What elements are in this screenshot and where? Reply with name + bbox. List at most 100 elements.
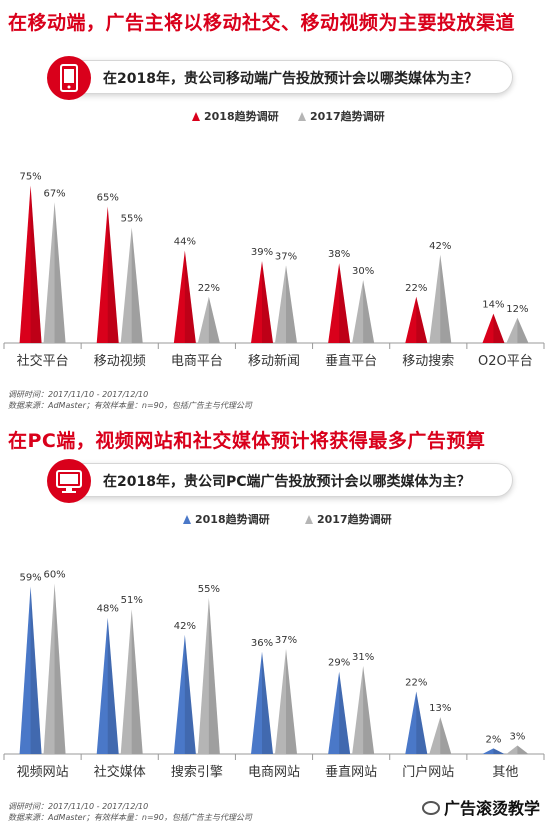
mobile-category-label: O2O平台 (478, 354, 533, 369)
legend-marker-2017 (298, 112, 306, 121)
mobile-bar-2018 (96, 206, 119, 343)
pc-bar-2017 (43, 583, 66, 754)
pc-bar-shade (517, 745, 529, 754)
pc-bar-shade (416, 691, 428, 754)
mobile-category-label: 社交平台 (17, 353, 69, 369)
legend-label-2018: 2018趋势调研 (204, 110, 279, 123)
mobile-bar-shade (363, 280, 375, 343)
section2-question: 在2018年，贵公司PC端广告投放预计会以哪类媒体为主？ (103, 474, 471, 490)
section2-data-source: 数据来源：AdMaster；有效样本量：n=90，包括广告主与代理公司 (8, 813, 252, 822)
legend-item-2017-pc: 2017趋势调研 (305, 511, 392, 527)
mobile-value-label: 44% (174, 237, 196, 248)
pc-media-chart: 59% 60% 视频网站 48%51% 社交媒体 42% 55% 搜索引擎 36% 37% 电商网站… (3, 570, 545, 780)
mobile-bar-shade (184, 250, 196, 343)
legend-marker-2018 (192, 112, 200, 121)
wechat-icon (421, 801, 440, 815)
section1-data-source: 数据来源：AdMaster；有效样本量：n=90，包括广告主与代理公司 (8, 401, 252, 410)
pc-category-label: 视频网站 (17, 765, 69, 780)
pc-value-label: 37% (275, 635, 297, 646)
mobile-bar-2017 (506, 317, 529, 343)
mobile-value-label: 38% (328, 249, 350, 260)
pc-value-label: 31% (352, 652, 374, 663)
pc-value-label: 3% (509, 731, 525, 742)
watermark: 广告滚烫教学 (421, 795, 540, 819)
section1-headline: 在移动端，广告主将以移动社交、移动视频为主要投放渠道 (8, 12, 516, 34)
mobile-value-label: 22% (405, 283, 427, 294)
pc-bar-shade (30, 586, 42, 754)
pc-bar-shade (208, 597, 220, 754)
mobile-value-label: 65% (97, 193, 119, 204)
pc-value-label: 13% (429, 703, 451, 714)
pc-value-label: 51% (121, 595, 143, 606)
section2-source: 调研时间：2017/11/10 - 2017/12/10 数据来源：AdMast… (8, 801, 252, 823)
mobile-value-label: 22% (198, 283, 220, 294)
pc-bar-shade (339, 671, 351, 754)
pc-value-label: 29% (328, 658, 350, 669)
section1-source: 调研时间：2017/11/10 - 2017/12/10 数据来源：AdMast… (8, 389, 252, 411)
pc-bar-shade (184, 634, 196, 754)
section2-question-pill: 在2018年，贵公司PC端广告投放预计会以哪类媒体为主？ (47, 459, 513, 503)
pc-category-label: 社交媒体 (94, 764, 146, 780)
mobile-bar-2018 (482, 313, 505, 343)
legend-item-2017: 2017趋势调研 (298, 108, 385, 124)
mobile-value-label: 12% (506, 304, 528, 315)
mobile-value-label: 67% (43, 188, 65, 199)
pc-value-label: 2% (485, 734, 501, 745)
mobile-value-label: 39% (251, 247, 273, 258)
mobile-bar-2018 (405, 296, 428, 343)
pc-bar-2018 (173, 634, 196, 754)
pc-value-label: 55% (198, 584, 220, 595)
pc-bar-2017 (275, 648, 297, 754)
pc-category-label: 搜索引擎 (171, 765, 223, 780)
pc-bar-shade (107, 617, 119, 754)
legend-label-2017: 2017趋势调研 (310, 110, 385, 123)
pc-bar-2017 (506, 745, 529, 754)
pc-bar-2017 (429, 717, 452, 754)
pc-category-label: 电商网站 (248, 765, 300, 780)
mobile-bar-2018 (251, 261, 273, 343)
mobile-category-label: 移动视频 (94, 354, 146, 369)
pc-category-label: 其他 (492, 765, 518, 780)
pc-bar-2017 (197, 597, 220, 754)
pc-category-label: 垂直网站 (325, 765, 377, 780)
mobile-bar-2017 (275, 265, 297, 343)
mobile-value-label: 14% (482, 300, 504, 311)
mobile-bar-shade (286, 265, 297, 343)
section2-headline: 在PC端，视频网站和社交媒体预计将获得最多广告预算 (8, 430, 486, 452)
section1-question: 在2018年，贵公司移动端广告投放预计会以哪类媒体为主？ (103, 71, 478, 87)
pc-bar-2017 (352, 666, 375, 754)
desktop-monitor-icon (47, 459, 91, 503)
mobile-bar-2018 (173, 250, 196, 343)
mobile-bar-shade (262, 261, 273, 343)
pc-value-label: 36% (251, 638, 273, 649)
mobile-bar-2017 (352, 280, 375, 343)
pc-value-label: 59% (19, 573, 41, 584)
mobile-category-label: 垂直平台 (325, 354, 377, 369)
pc-bar-shade (131, 609, 143, 754)
mobile-category-label: 移动新闻 (248, 353, 300, 369)
section1-survey-period: 调研时间：2017/11/10 - 2017/12/10 (8, 390, 149, 399)
pc-bar-shade (440, 717, 452, 754)
legend-marker-2017-pc (305, 515, 313, 524)
mobile-value-label: 75% (19, 172, 41, 183)
mobile-bar-shade (30, 185, 42, 343)
pc-bar-2018 (482, 748, 505, 754)
pc-bar-shade (262, 651, 273, 754)
mobile-bar-shade (339, 263, 351, 343)
legend-item-2018-pc: 2018趋势调研 (183, 511, 270, 527)
watermark-text: 广告滚烫教学 (443, 799, 540, 818)
pc-value-label: 42% (174, 621, 196, 632)
pc-value-label: 22% (405, 678, 427, 689)
pc-value-label: 48% (97, 604, 119, 615)
mobile-bar-2017 (43, 202, 66, 343)
legend-marker-2018-pc (183, 515, 191, 524)
mobile-bar-shade (517, 317, 529, 343)
mobile-phone-icon (47, 56, 91, 100)
mobile-bar-shade (208, 296, 220, 343)
mobile-bar-shade (493, 313, 505, 343)
mobile-bar-2018 (19, 185, 42, 343)
section2-survey-period: 调研时间：2017/11/10 - 2017/12/10 (8, 802, 149, 811)
section1-question-pill: 在2018年，贵公司移动端广告投放预计会以哪类媒体为主？ (47, 56, 513, 100)
mobile-bar-shade (416, 296, 428, 343)
legend-item-2018: 2018趋势调研 (192, 108, 279, 124)
